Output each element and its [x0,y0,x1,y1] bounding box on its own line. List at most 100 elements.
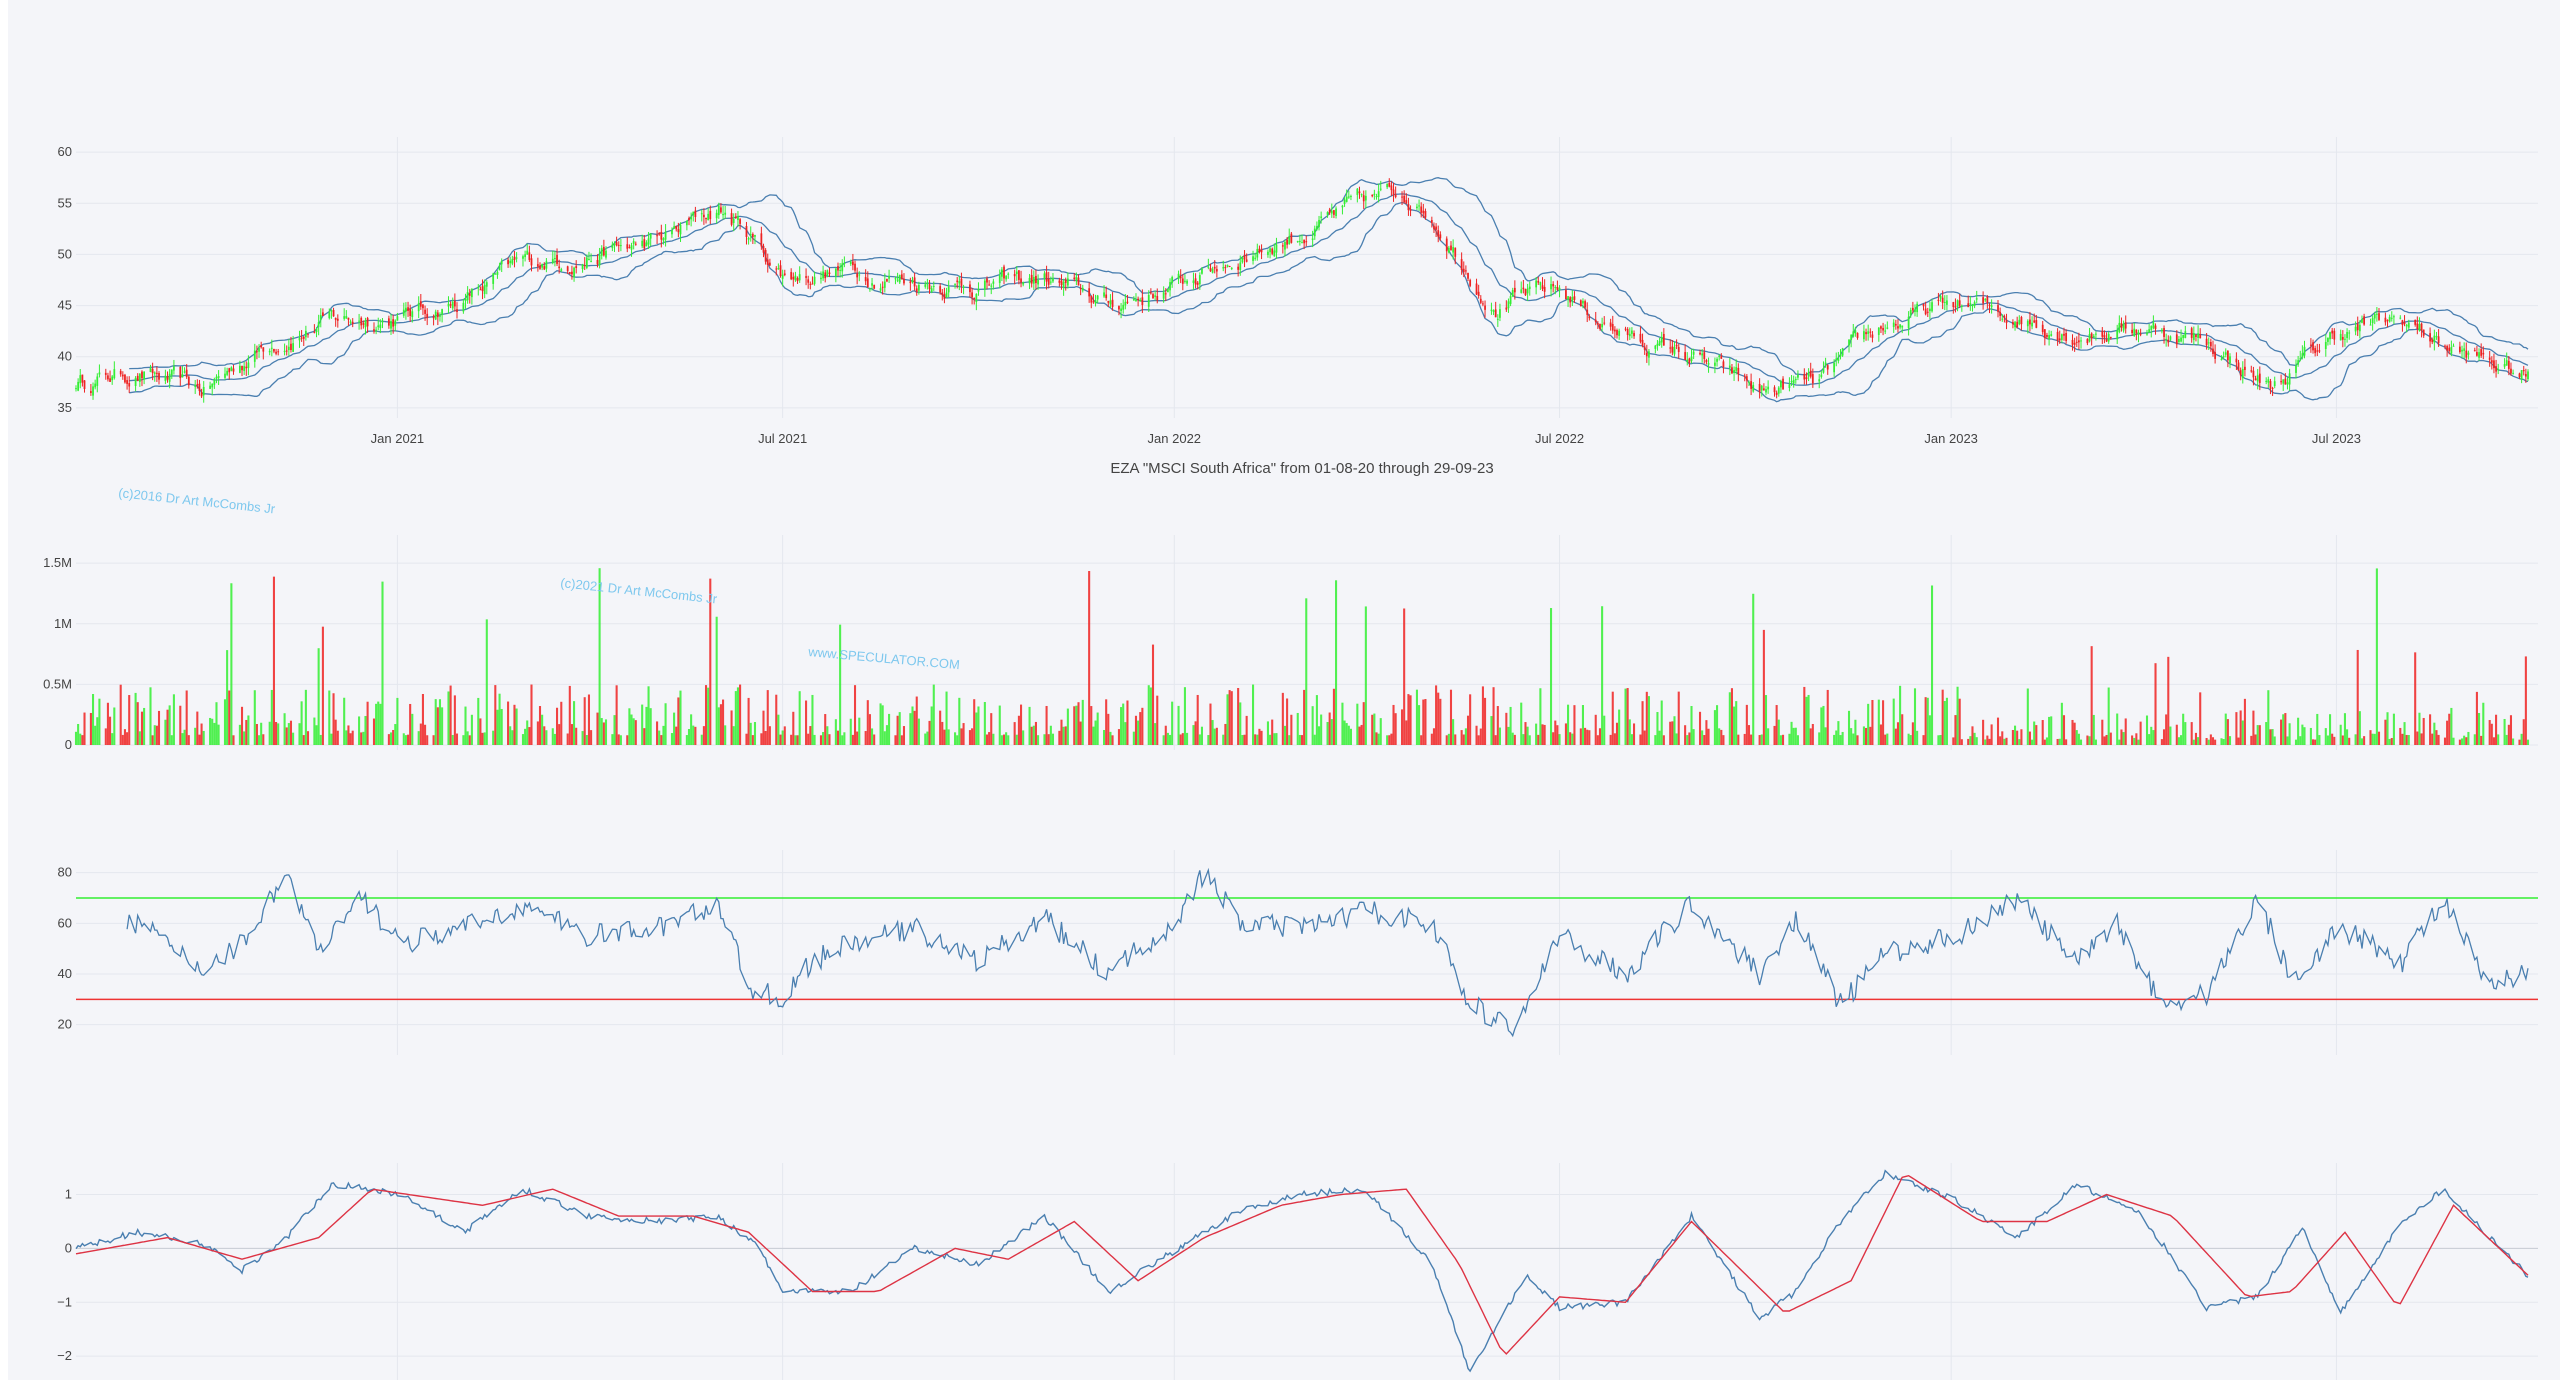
volume-bar [1373,713,1376,745]
candle-body [1060,280,1063,286]
candle-body [1499,309,1501,318]
volume-bar [2431,733,2434,745]
candle-body [679,224,682,235]
volume-bar [1647,696,1650,745]
candle-body [1469,280,1472,286]
volume-bar [74,731,78,745]
candle-body [1475,283,1478,295]
volume-bar [1313,734,1316,745]
volume-bar [2505,734,2508,745]
candle-body [1718,355,1721,358]
volume-bar [79,733,82,745]
candle-body [1375,196,1378,198]
volume-bar [1869,726,1872,745]
volume-bar [196,711,199,745]
volume-bar [2392,713,2395,745]
volume-bar [1256,734,1259,745]
candle-body [2495,366,2497,372]
volume-bar [1409,695,1412,745]
volume-bar [466,731,469,745]
volume-bar [960,728,963,745]
candle-body [1364,195,1367,201]
candle-body [330,310,333,312]
volume-bar [1481,686,1484,745]
volume-bar [1633,723,1636,745]
price-y-tick-label: 40 [58,349,72,364]
volume-bar [1132,731,1135,745]
candle-body [903,278,905,284]
volume-bar [1586,729,1589,745]
volume-bar [1315,695,1318,745]
volume-bar [528,727,531,745]
volume-bar [2133,737,2136,745]
candle-body [551,258,554,263]
candle-body [2329,332,2331,340]
volume-bar [149,687,152,745]
candle-body [2361,319,2363,323]
candle-body [1850,334,1853,341]
candle-body [405,307,407,312]
volume-bar [1705,720,1708,745]
volume-bar [1952,737,1955,745]
volume-bar [2092,714,2095,745]
candle-body [1184,280,1186,282]
volume-bar [2241,720,2244,745]
volume-bar [1862,726,1865,745]
volume-bar [2265,722,2268,745]
candle-body [1728,365,1731,368]
volume-bar [809,726,812,745]
volume-bar [1639,734,1642,745]
candle-body [2314,348,2317,354]
volume-bar [1658,730,1661,745]
candle-body [954,283,956,285]
candle-body [1688,358,1691,363]
candle-body [1171,277,1174,283]
candle-body [781,274,784,279]
volume-bar [170,735,173,745]
volume-bar [404,735,407,745]
volume-bar [2194,732,2197,745]
candle-body [2488,357,2491,360]
candle-body [2088,334,2091,342]
candle-body [1237,266,1240,270]
volume-bar [553,733,556,745]
volume-bar [226,650,229,745]
volume-bar [2226,719,2229,745]
candle-body [871,283,873,286]
volume-bar [983,702,986,745]
candle-body [977,288,980,292]
candle-body [998,275,1001,283]
volume-bar [1207,735,1210,745]
volume-bar [1611,691,1614,745]
volume-bar [1345,723,1348,745]
volume-bar [1609,734,1612,745]
volume-bar [2458,739,2461,745]
candle-body [1971,305,1974,307]
volume-bar [611,734,614,745]
volume-bar [2107,687,2110,745]
x-tick-label: Jul 2023 [2312,431,2361,446]
volume-bar [1405,720,1408,745]
candle-body [839,269,842,271]
candle-body [2269,381,2272,389]
volume-bar [1194,721,1197,745]
volume-bar [1509,706,1512,745]
candle-body [2005,319,2008,323]
volume-bar [402,733,405,745]
candle-body [315,329,318,333]
candle-body [302,336,305,339]
volume-bar [492,730,495,745]
volume-bar [434,699,437,745]
volume-bar [583,697,586,745]
volume-bar [166,709,169,745]
candle-body [1037,279,1039,285]
volume-bar [1854,719,1857,745]
volume-bar [1826,689,1829,745]
candle-body [196,384,199,386]
candle-body [1628,333,1631,337]
volume-bar [2465,737,2468,745]
candle-body [1066,278,1069,286]
volume-bar [1213,728,1216,745]
candle-body [2163,328,2165,337]
candle-body [1707,363,1710,365]
